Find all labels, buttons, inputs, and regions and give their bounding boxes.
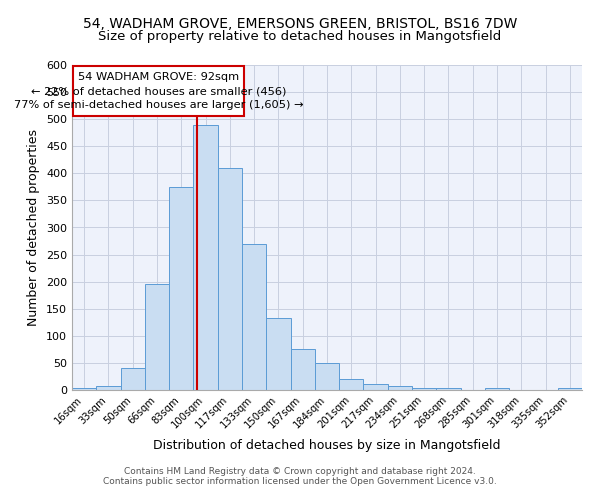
Bar xyxy=(436,388,461,390)
Bar xyxy=(485,388,509,390)
Bar xyxy=(339,379,364,390)
X-axis label: Distribution of detached houses by size in Mangotsfield: Distribution of detached houses by size … xyxy=(153,439,501,452)
Bar xyxy=(121,368,145,390)
Bar xyxy=(145,284,169,390)
Bar xyxy=(193,124,218,390)
Text: 77% of semi-detached houses are larger (1,605) →: 77% of semi-detached houses are larger (… xyxy=(14,100,304,110)
Bar xyxy=(96,386,121,390)
Bar xyxy=(290,350,315,390)
Bar xyxy=(169,187,193,390)
Bar xyxy=(72,388,96,390)
Text: Size of property relative to detached houses in Mangotsfield: Size of property relative to detached ho… xyxy=(98,30,502,43)
Bar xyxy=(266,318,290,390)
Bar xyxy=(388,386,412,390)
Text: Contains public sector information licensed under the Open Government Licence v3: Contains public sector information licen… xyxy=(103,477,497,486)
Text: Contains HM Land Registry data © Crown copyright and database right 2024.: Contains HM Land Registry data © Crown c… xyxy=(124,467,476,476)
Text: 54 WADHAM GROVE: 92sqm: 54 WADHAM GROVE: 92sqm xyxy=(78,72,239,82)
Text: 54, WADHAM GROVE, EMERSONS GREEN, BRISTOL, BS16 7DW: 54, WADHAM GROVE, EMERSONS GREEN, BRISTO… xyxy=(83,18,517,32)
Bar xyxy=(558,388,582,390)
Bar xyxy=(73,66,244,116)
Bar xyxy=(218,168,242,390)
Bar xyxy=(315,363,339,390)
Text: ← 22% of detached houses are smaller (456): ← 22% of detached houses are smaller (45… xyxy=(31,86,287,97)
Bar xyxy=(364,384,388,390)
Bar xyxy=(412,388,436,390)
Bar xyxy=(242,244,266,390)
Y-axis label: Number of detached properties: Number of detached properties xyxy=(28,129,40,326)
